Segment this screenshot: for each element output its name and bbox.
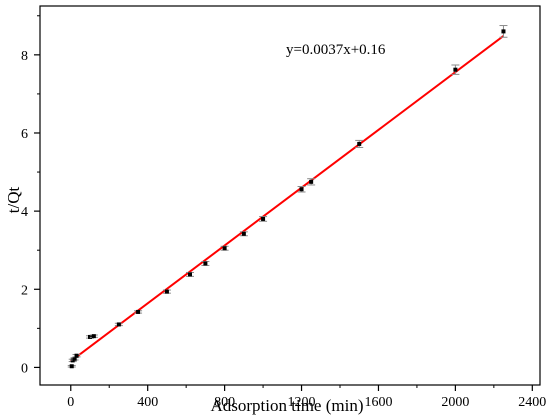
data-point <box>261 216 266 221</box>
data-point <box>74 353 79 358</box>
y-tick-label: 6 <box>21 127 28 142</box>
x-tick-label: 2400 <box>518 395 546 410</box>
x-tick-label: 2000 <box>441 395 469 410</box>
data-point <box>357 141 362 146</box>
data-point <box>188 272 192 277</box>
data-point <box>453 67 458 72</box>
data-point <box>91 334 96 339</box>
data-point <box>164 289 169 294</box>
data-point <box>72 356 77 361</box>
x-tick-label: 400 <box>137 395 158 410</box>
data-point <box>309 179 314 184</box>
data-point <box>116 322 121 327</box>
y-axis-title: t/Qt <box>4 187 23 214</box>
data-point <box>501 29 506 34</box>
y-tick-label: 0 <box>21 361 28 376</box>
data-point <box>69 364 74 369</box>
y-tick-label: 8 <box>21 49 28 64</box>
y-tick-label: 2 <box>21 283 28 298</box>
data-point <box>241 231 246 236</box>
y-tick-label: 4 <box>21 205 28 220</box>
fit-line <box>70 35 505 362</box>
plot-frame <box>39 5 541 386</box>
x-tick-label: 1600 <box>364 395 392 410</box>
x-tick-label: 1200 <box>288 395 316 410</box>
x-tick-label: 800 <box>214 395 235 410</box>
x-axis-title: Adsorption time (min) <box>211 396 364 415</box>
data-point <box>222 246 227 251</box>
data-point <box>203 261 208 266</box>
data-point <box>136 309 141 314</box>
data-point <box>299 187 304 192</box>
fit-equation-annotation: y=0.0037x+0.16 <box>286 42 386 58</box>
plot-area: 0 400 800 1200 1600 2000 2400 0 2 4 6 8 <box>21 5 546 410</box>
x-tick-label: 0 <box>67 395 74 410</box>
